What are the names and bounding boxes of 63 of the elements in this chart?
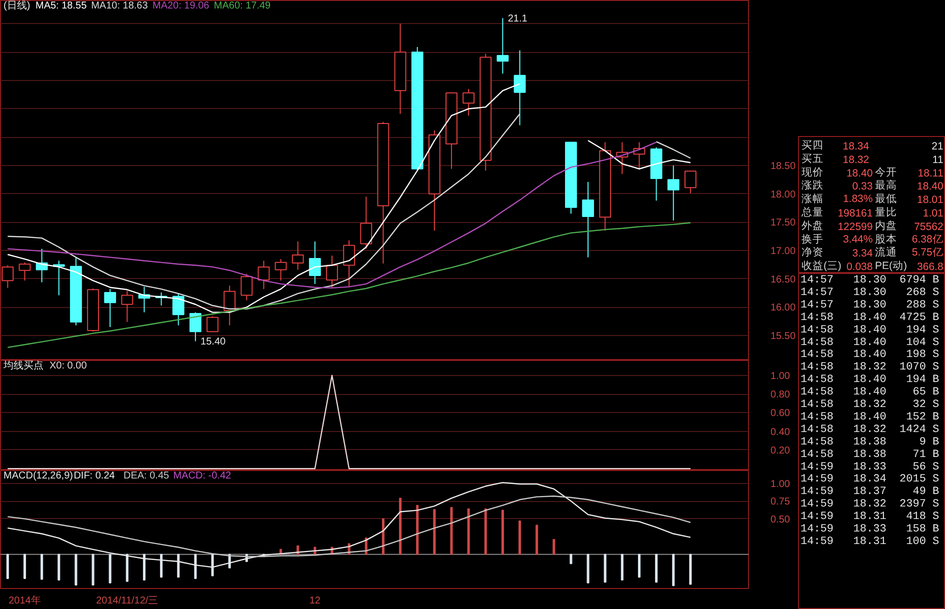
text: 14:57 18.30 288 S [800,299,940,312]
x-tick-label: 2014年 [8,594,41,606]
annotation: 15.40 [200,336,226,348]
text: 涨幅 1.83% 最低 18.01 [801,193,944,206]
text: 14:59 18.37 49 B [800,486,940,498]
text: 14:59 18.32 2397 S [800,498,940,511]
y-tick-label: 0.75 [770,496,790,508]
text: 14:58 18.32 1424 S [800,424,940,436]
text: 14:59 18.31 418 S [800,511,940,524]
text: 14:59 18.33 158 B [800,524,940,536]
annotation: 21.1 [508,14,528,25]
y-tick-label: 18.00 [770,189,796,200]
text: 14:58 18.40 194 S [800,324,940,336]
text: 14:58 18.40 104 S [800,336,940,349]
text: 买四 18.34 21 [801,140,944,152]
annotation: MACD: -0.42 [173,470,232,482]
y-tick-label: 1.00 [770,478,790,490]
y-tick-label: 15.50 [770,331,796,342]
text: 14:58 18.40 152 B [800,411,940,424]
y-tick-label: 16.00 [770,302,796,314]
text: 收益(三) 0.038 PE(动) 366.8 [801,260,944,274]
chart-title: (日线) [4,0,30,12]
text: 14:58 18.32 1070 S [800,362,940,374]
text: 14:59 18.33 56 S [800,461,940,474]
y-tick-label: 0.20 [770,445,790,456]
y-tick-label: 17.00 [770,246,796,258]
text: MA20: 19.06 [152,0,210,12]
text: MA5: 18.55 [36,0,88,12]
chart-title: 均线买点 [2,360,44,372]
text: MA60: 17.49 [214,0,272,12]
text: DEA: 0.45 [124,470,170,482]
text: 14:58 18.38 71 B [800,448,940,461]
x-tick-label: 2014/11/12/三 [96,596,158,606]
text: 14:57 18.30 268 S [800,286,940,299]
text: 涨跌 0.33 最高 18.40 [801,180,944,193]
x-tick-label: 12 [309,596,321,606]
text: 买五 18.32 11 [801,152,944,166]
y-tick-label: 0.40 [770,426,790,438]
text: 14:58 18.40 198 S [800,349,940,362]
text: 14:58 18.40 65 B [800,386,940,399]
text: DIF: 0.24 [74,470,116,482]
y-tick-label: 16.50 [770,274,796,286]
text: 总量 198161 量比 1.01 [801,206,944,220]
text: 14:58 18.40 194 B [800,374,940,386]
text: 14:57 18.30 6794 B [800,274,940,287]
text: X0: 0.00 [50,360,88,372]
text: 14:59 18.34 2015 S [800,474,940,486]
y-tick-label: 0.60 [770,408,790,420]
text: 净资 3.34 流通 5.75亿 [801,246,944,260]
y-tick-label: 1.00 [770,370,790,382]
text: 14:59 18.31 100 S [800,536,940,548]
y-tick-label: 17.50 [770,218,796,229]
text: 14:58 18.32 32 S [800,399,940,412]
y-tick-label: 18.50 [770,160,796,172]
text: MA10: 18.63 [91,0,148,12]
text: 现价 18.40 今开 18.11 [801,166,944,180]
text: 外盘 122599 内盘 75562 [801,220,944,233]
text: 换手 3.44% 股本 6.38亿 [801,233,944,246]
chart-title: MACD(12,26,9) [4,470,73,482]
text: 14:58 18.38 9 B [800,436,940,448]
y-tick-label: 0.50 [770,514,790,526]
y-tick-label: 0.80 [770,390,790,401]
text: 14:58 18.40 4725 B [800,312,940,324]
